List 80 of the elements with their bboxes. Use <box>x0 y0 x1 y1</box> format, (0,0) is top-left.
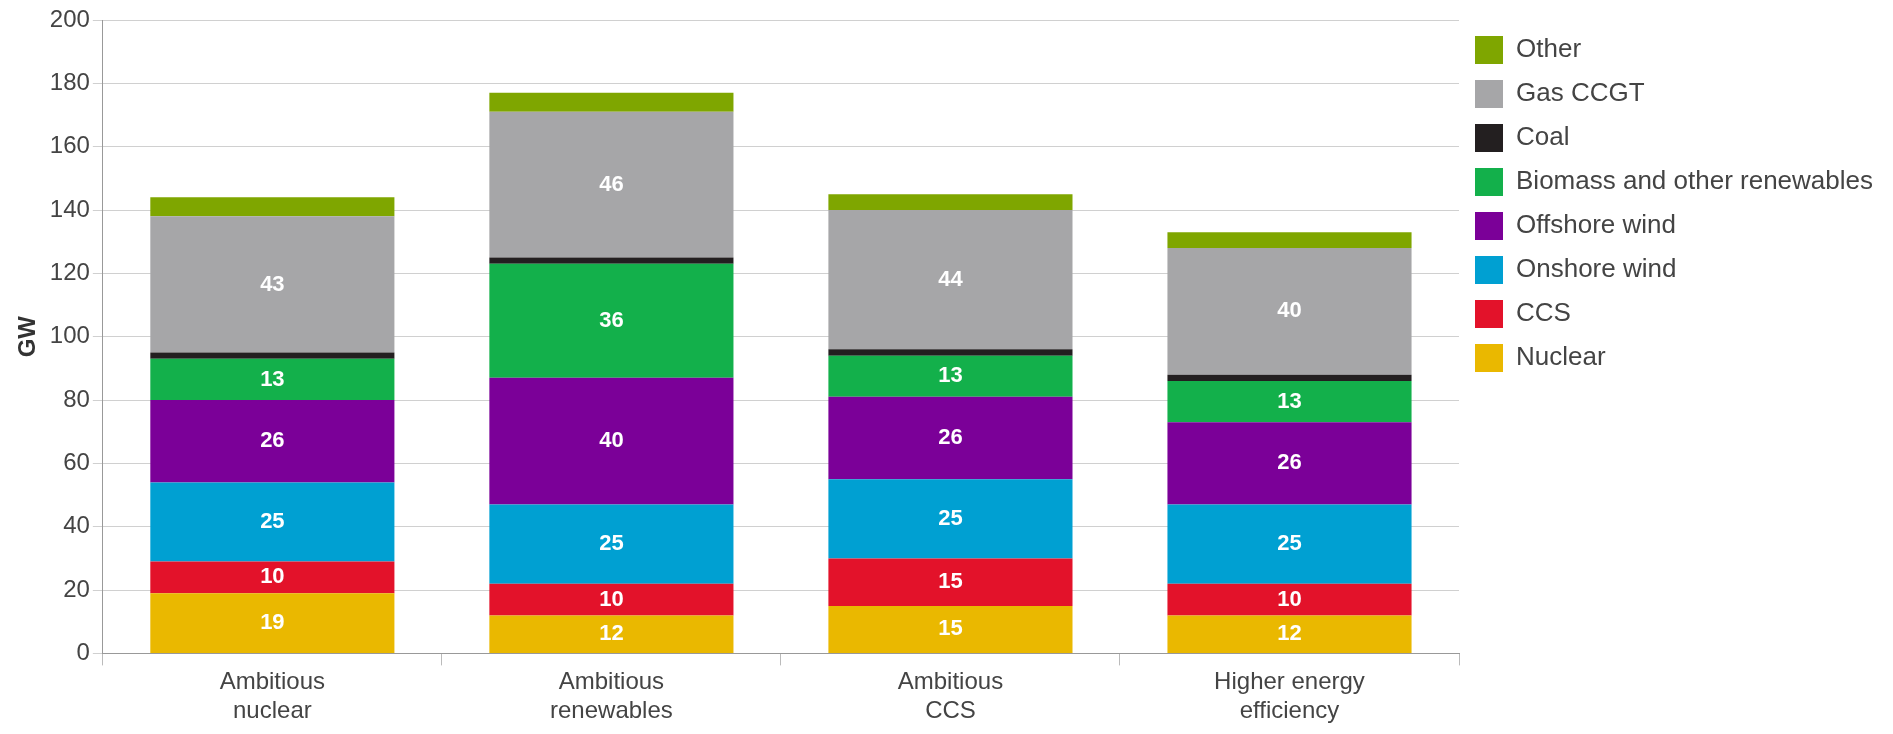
y-tick-label: 80 <box>63 384 90 412</box>
legend-label: Biomass and other renewables <box>1516 165 1873 196</box>
y-tick-label: 40 <box>63 511 90 539</box>
data-label: 10 <box>260 563 285 589</box>
bar <box>1167 248 1412 375</box>
bar <box>489 111 734 258</box>
legend-label: Coal <box>1516 121 1570 152</box>
data-label: 44 <box>938 265 964 291</box>
bar <box>150 352 395 359</box>
bar <box>1167 422 1412 505</box>
data-label: 12 <box>1277 620 1302 646</box>
data-label: 26 <box>938 424 963 450</box>
bar <box>1167 374 1412 382</box>
data-label: 26 <box>260 427 285 453</box>
legend-label: Nuclear <box>1516 341 1606 372</box>
bar <box>828 479 1073 559</box>
data-label: 10 <box>1277 585 1302 611</box>
data-label: 15 <box>938 568 963 594</box>
y-tick-label: 160 <box>49 131 90 159</box>
bar <box>828 355 1073 397</box>
y-tick-label: 60 <box>63 448 90 476</box>
bar <box>489 263 734 378</box>
x-tick-label: Ambitious CCS <box>897 667 1004 724</box>
bar <box>1167 232 1412 249</box>
bar <box>150 358 395 401</box>
bar <box>828 210 1073 350</box>
bar <box>489 377 734 505</box>
legend-label: Offshore wind <box>1516 209 1676 240</box>
bar <box>489 92 734 112</box>
data-label: 43 <box>260 270 285 296</box>
y-tick-label: 20 <box>63 574 90 602</box>
y-tick-label: 180 <box>49 67 90 95</box>
bar <box>150 593 395 653</box>
data-label: 13 <box>260 365 285 391</box>
bar <box>828 349 1073 356</box>
bar <box>150 561 395 594</box>
data-label: 25 <box>260 508 285 534</box>
bar <box>828 194 1073 211</box>
y-tick-label: 0 <box>76 638 90 666</box>
y-axis-title: GW <box>13 315 41 358</box>
data-label: 19 <box>260 609 285 635</box>
legend-label: CCS <box>1516 297 1571 328</box>
data-label: 13 <box>938 362 963 388</box>
data-label: 26 <box>1277 449 1302 475</box>
data-label: 46 <box>599 170 624 196</box>
bar <box>150 482 395 562</box>
bar <box>1167 615 1412 653</box>
data-label: 10 <box>599 585 624 611</box>
legend-label: Gas CCGT <box>1516 77 1645 108</box>
data-label: 15 <box>938 615 963 641</box>
data-label: 40 <box>1277 297 1302 323</box>
bar <box>489 504 734 584</box>
bar <box>828 396 1073 480</box>
bar <box>150 216 395 353</box>
bar <box>489 257 734 264</box>
x-tick-label: Ambitious renewables <box>550 667 673 724</box>
legend-label: Onshore wind <box>1516 253 1677 284</box>
y-tick-label: 120 <box>49 257 90 285</box>
bar <box>828 558 1073 606</box>
y-tick-label: 140 <box>49 194 90 222</box>
data-label: 25 <box>599 530 624 556</box>
bar <box>1167 381 1412 423</box>
data-label: 40 <box>599 427 624 453</box>
bar <box>489 615 734 653</box>
bar <box>1167 583 1412 616</box>
data-label: 12 <box>599 620 624 646</box>
data-label: 36 <box>599 306 624 332</box>
y-tick-label: 100 <box>49 321 90 349</box>
bar <box>1167 504 1412 584</box>
data-label: 25 <box>1277 530 1302 556</box>
bar <box>828 605 1073 653</box>
data-label: 25 <box>938 504 963 530</box>
data-label: 13 <box>1277 387 1302 413</box>
bar <box>150 400 395 483</box>
x-tick-label: Ambitious nuclear <box>219 667 326 724</box>
bar <box>150 197 395 217</box>
x-tick-label: Higher energy efficiency <box>1214 667 1365 724</box>
y-tick-label: 200 <box>49 4 90 32</box>
bar <box>489 583 734 616</box>
legend-label: Other <box>1516 33 1582 64</box>
